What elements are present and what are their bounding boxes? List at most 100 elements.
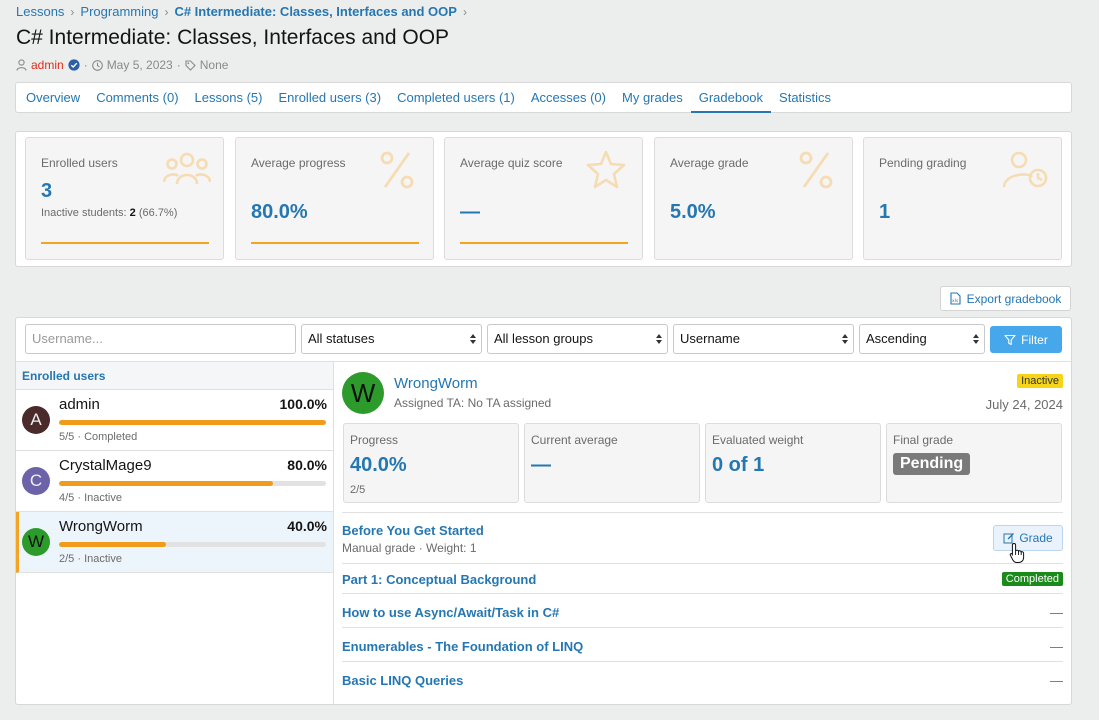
- lesson-title[interactable]: Enumerables - The Foundation of LINQ: [342, 639, 584, 654]
- grade-button-label: Grade: [1019, 531, 1053, 545]
- select-caret-icon: [842, 334, 848, 344]
- metric-value: 0 of 1: [712, 454, 765, 476]
- lesson-grade-empty: —: [1050, 673, 1063, 688]
- user-progress-bar: [59, 420, 326, 425]
- status-select[interactable]: All statuses: [301, 324, 482, 354]
- lesson-title[interactable]: Part 1: Conceptual Background: [342, 572, 537, 587]
- tag-icon: [185, 59, 196, 71]
- inactive-count: 2: [129, 207, 136, 219]
- lesson-group-select[interactable]: All lesson groups: [487, 324, 668, 354]
- page-title: C# Intermediate: Classes, Interfaces and…: [16, 26, 450, 49]
- avatar: W: [22, 528, 50, 556]
- tab-gradebook[interactable]: Gradebook: [690, 83, 772, 113]
- user-progress-fill: [59, 542, 166, 547]
- lesson-group-select-value: All lesson groups: [494, 331, 593, 346]
- user-progress-pct: 40.0%: [287, 518, 327, 534]
- lesson-title[interactable]: Before You Get Started: [342, 523, 484, 538]
- detail-avatar: W: [342, 372, 384, 414]
- metric-value: —: [531, 454, 551, 476]
- user-gradebook-detail: W WrongWorm Assigned TA: No TA assigned …: [335, 362, 1071, 706]
- lesson-row: Enumerables - The Foundation of LINQ —: [342, 627, 1063, 661]
- stat-sub: Inactive students: 2 (66.7%): [41, 207, 177, 219]
- status-select-value: All statuses: [308, 331, 375, 346]
- verified-icon: [68, 59, 80, 71]
- tab-enrolled-users[interactable]: Enrolled users (3): [278, 90, 382, 105]
- breadcrumb-lessons[interactable]: Lessons: [16, 4, 65, 19]
- avatar: C: [22, 467, 50, 495]
- enrolled-users-header: Enrolled users: [16, 362, 333, 390]
- stat-value: —: [460, 201, 480, 223]
- select-caret-icon: [656, 334, 662, 344]
- stat-value: 3: [41, 180, 53, 202]
- clock-icon: [91, 59, 103, 71]
- stat-accent-bar: [41, 242, 209, 244]
- hand-cursor-icon: [1009, 542, 1025, 563]
- tags-value: None: [199, 58, 229, 72]
- stat-pending-grading: Pending grading 1: [863, 137, 1062, 260]
- metric-value: 40.0%: [350, 454, 407, 476]
- lesson-title[interactable]: Basic LINQ Queries: [342, 673, 464, 688]
- metric-label: Evaluated weight: [712, 433, 804, 447]
- export-gradebook-button[interactable]: xls Export gradebook: [940, 286, 1071, 311]
- tab-statistics[interactable]: Statistics: [779, 90, 832, 105]
- course-tabs: Overview Comments (0) Lessons (5) Enroll…: [15, 82, 1072, 113]
- user-progress-pct: 100.0%: [279, 396, 327, 412]
- filter-button[interactable]: Filter: [990, 326, 1062, 353]
- metric-current-average: Current average —: [524, 423, 700, 503]
- user-progress-bar: [59, 481, 326, 486]
- tab-accesses[interactable]: Accesses (0): [530, 90, 606, 105]
- inactive-pct: (66.7%): [138, 207, 178, 219]
- meta-separator: ·: [176, 58, 181, 72]
- stat-value: 5.0%: [670, 201, 716, 223]
- stat-accent-bar: [460, 242, 628, 244]
- detail-user-name[interactable]: WrongWorm: [394, 375, 478, 392]
- stat-accent-bar: [251, 242, 419, 244]
- grade-button[interactable]: Grade: [993, 525, 1063, 551]
- tab-comments[interactable]: Comments (0): [96, 90, 179, 105]
- sort-by-select-value: Username: [680, 331, 740, 346]
- tab-lessons[interactable]: Lessons (5): [194, 90, 263, 105]
- tab-completed-users[interactable]: Completed users (1): [397, 90, 515, 105]
- stat-value: 1: [879, 201, 891, 223]
- avatar: A: [22, 406, 50, 434]
- metric-sub: 2/5: [350, 484, 366, 496]
- sort-by-select[interactable]: Username: [673, 324, 854, 354]
- user-row-wrongworm[interactable]: W WrongWorm 40.0% 2/5 · Inactive: [16, 512, 333, 573]
- tab-my-grades[interactable]: My grades: [622, 90, 683, 105]
- author-link[interactable]: admin: [31, 58, 64, 72]
- gradebook-panel: Username... All statuses All lesson grou…: [15, 317, 1072, 706]
- stat-label: Average quiz score: [460, 156, 563, 170]
- lesson-sub: Manual grade · Weight: 1: [342, 541, 477, 555]
- breadcrumb-course[interactable]: C# Intermediate: Classes, Interfaces and…: [174, 4, 457, 19]
- users-icon: [163, 152, 211, 185]
- file-export-icon: xls: [950, 292, 961, 305]
- breadcrumb-programming[interactable]: Programming: [80, 4, 159, 19]
- user-progress-pct: 80.0%: [287, 457, 327, 473]
- lesson-row: Before You Get Started Manual grade · We…: [342, 512, 1063, 563]
- username-search-input[interactable]: Username...: [25, 324, 296, 354]
- meta-separator: ·: [83, 58, 88, 72]
- gradebook-summary: Enrolled users 3 Inactive students: 2 (6…: [15, 131, 1072, 267]
- post-date: May 5, 2023: [106, 58, 173, 72]
- status-badge: Inactive: [1017, 374, 1063, 388]
- lesson-row: Part 1: Conceptual Background Completed: [342, 563, 1063, 593]
- svg-text:xls: xls: [952, 298, 959, 304]
- filter-button-label: Filter: [1021, 332, 1048, 347]
- edit-icon: [1003, 533, 1015, 544]
- metric-label: Progress: [350, 433, 399, 447]
- lesson-row: Basic LINQ Queries —: [342, 661, 1063, 695]
- user-row-crystalmage9[interactable]: C CrystalMage9 80.0% 4/5 · Inactive: [16, 451, 333, 512]
- percent-icon: [799, 151, 833, 189]
- user-icon: [16, 59, 27, 71]
- metric-progress: Progress 40.0% 2/5: [343, 423, 519, 503]
- stat-average-progress: Average progress 80.0%: [235, 137, 434, 260]
- user-row-admin[interactable]: A admin 100.0% 5/5 · Completed: [16, 390, 333, 451]
- lesson-grade-empty: —: [1050, 605, 1063, 620]
- lesson-title[interactable]: How to use Async/Await/Task in C#: [342, 605, 560, 620]
- metric-final-grade: Final grade Pending: [886, 423, 1062, 503]
- tab-overview[interactable]: Overview: [26, 90, 81, 105]
- user-clock-icon: [1002, 151, 1048, 188]
- inactive-label: Inactive students:: [41, 207, 127, 219]
- sort-order-select[interactable]: Ascending: [859, 324, 985, 354]
- stat-label: Average grade: [670, 156, 749, 170]
